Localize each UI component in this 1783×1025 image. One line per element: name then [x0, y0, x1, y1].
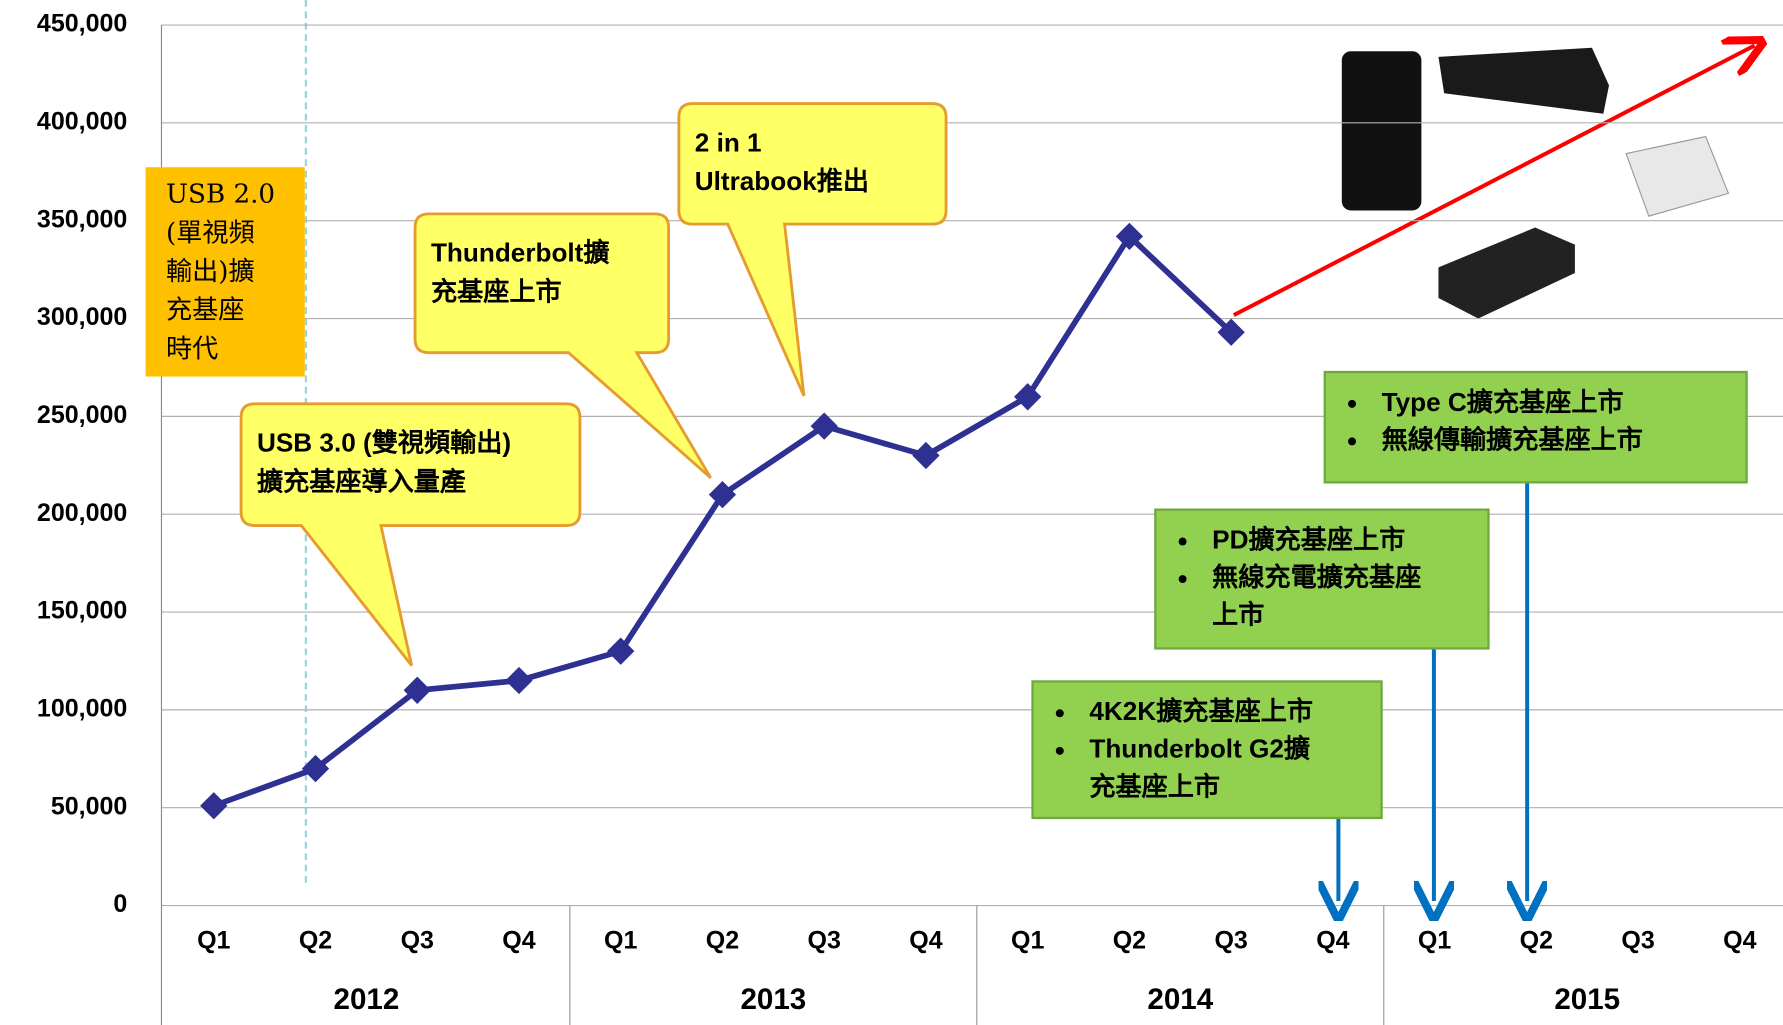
bullet: [1179, 538, 1187, 546]
era-text: USB 2.0: [166, 180, 275, 210]
product-image: [1626, 137, 1728, 217]
y-tick-label: 100,000: [37, 694, 127, 722]
y-tick-label: 250,000: [37, 401, 127, 429]
callout-text: 擴充基座導入量產: [257, 466, 466, 496]
year-label: 2014: [1147, 983, 1213, 1016]
info-text: PD擴充基座上市: [1212, 524, 1405, 554]
x-tick-label: Q4: [909, 927, 942, 955]
info-text: 充基座上市: [1089, 771, 1220, 801]
y-tick-label: 300,000: [37, 303, 127, 331]
x-tick-label: Q4: [1723, 927, 1756, 955]
info-text: 無線傳輸擴充基座上市: [1382, 424, 1643, 454]
bullet: [1179, 575, 1187, 583]
y-tick-label: 0: [113, 890, 127, 918]
x-tick-label: Q2: [706, 927, 739, 955]
page: 0 50,000 100,000 150,000 200,000 250,000 300,0…: [0, 0, 1783, 1025]
data-point: [1014, 383, 1041, 410]
era-text: (單視頻: [166, 218, 255, 248]
year-label: 2012: [334, 983, 400, 1016]
product-image: [1438, 48, 1609, 114]
era-text: 輸出)擴: [166, 257, 255, 287]
year-label: 2013: [740, 983, 806, 1016]
x-tick-label: Q4: [502, 927, 535, 955]
x-tick-label: Q1: [197, 927, 230, 955]
data-point: [200, 792, 227, 819]
callout-text: Thunderbolt擴: [431, 238, 610, 268]
info-text: 上市: [1212, 599, 1264, 629]
callout-text: 2 in 1: [695, 127, 762, 157]
y-tick-label: 400,000: [37, 107, 127, 135]
info-text: 無線充電擴充基座: [1212, 562, 1421, 592]
bullet: [1056, 747, 1064, 755]
x-tick-label: Q1: [1011, 927, 1044, 955]
x-tick-label: Q3: [1214, 927, 1247, 955]
callout-text: Ultrabook推出: [695, 166, 869, 196]
x-tick-label: Q2: [299, 927, 332, 955]
bullet: [1348, 437, 1356, 445]
info-text: 4K2K擴充基座上市: [1089, 696, 1313, 726]
info-text: Type C擴充基座上市: [1382, 387, 1624, 417]
x-tick-label: Q4: [1316, 927, 1349, 955]
x-tick-label: Q2: [1520, 927, 1553, 955]
x-tick-label: Q1: [1418, 927, 1451, 955]
info-text: Thunderbolt G2擴: [1089, 734, 1310, 764]
y-tick-label: 350,000: [37, 205, 127, 233]
x-tick-label: Q2: [1113, 927, 1146, 955]
bullet: [1348, 400, 1356, 408]
year-label: 2015: [1554, 983, 1620, 1016]
y-tick-label: 450,000: [37, 10, 127, 38]
y-tick-label: 50,000: [51, 792, 127, 820]
callout-text: 充基座上市: [431, 276, 562, 306]
product-image: [1342, 51, 1422, 210]
chart: 0 50,000 100,000 150,000 200,000 250,000 300,0…: [0, 0, 1783, 1025]
data-point: [912, 442, 939, 469]
y-tick-label: 150,000: [37, 597, 127, 625]
era-text: 充基座: [166, 296, 244, 326]
y-tick-label: 200,000: [37, 499, 127, 527]
era-text: 時代: [166, 334, 218, 364]
x-tick-label: Q1: [604, 927, 637, 955]
x-tick-label: Q3: [401, 927, 434, 955]
x-tick-label: Q3: [808, 927, 841, 955]
x-tick-label: Q3: [1621, 927, 1654, 955]
data-point: [505, 667, 532, 694]
callout-text: USB 3.0 (雙視頻輸出): [257, 428, 511, 458]
product-image: [1438, 228, 1574, 319]
bullet: [1056, 709, 1064, 717]
